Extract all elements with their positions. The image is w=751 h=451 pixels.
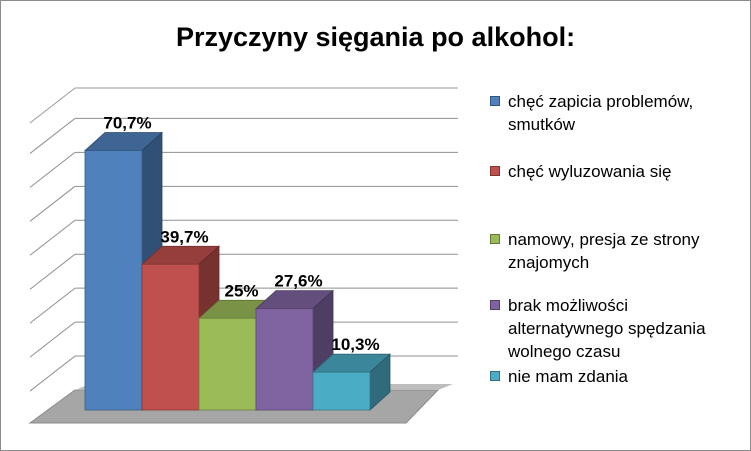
chart-data-labels: 70,7% 39,7% 25% 27,6% 10,3% xyxy=(103,114,379,355)
legend-swatch-1 xyxy=(490,96,500,106)
bar-3-front xyxy=(198,317,257,411)
gridline-side-30 xyxy=(29,287,76,324)
chart-walls xyxy=(29,87,458,124)
chart-bars xyxy=(83,131,392,411)
gridline-side-20 xyxy=(29,321,76,358)
data-label-2: 39,7% xyxy=(160,227,208,246)
data-label-4: 27,6% xyxy=(274,272,322,291)
bar-5 xyxy=(311,353,392,411)
gridline-side-10 xyxy=(29,355,76,392)
bar-4-front xyxy=(255,308,314,411)
gridline-side-60 xyxy=(29,185,76,222)
gridline-side-70 xyxy=(29,151,76,188)
legend-label-3: namowy, presja ze strony znajomych xyxy=(508,230,700,272)
legend-label-1: chęć zapicia problemów, smutków xyxy=(508,92,694,134)
bar-5-front xyxy=(312,371,371,411)
gridline-side-40 xyxy=(29,253,76,290)
data-label-3: 25% xyxy=(224,281,258,300)
bar-2-front xyxy=(141,263,200,411)
gridline-side-50 xyxy=(29,219,76,256)
legend-label-4: brak możliwości alternatywnego spędzania… xyxy=(508,296,706,361)
legend-swatch-4 xyxy=(490,300,500,310)
legend-swatch-5 xyxy=(490,371,500,381)
data-label-5: 10,3% xyxy=(331,335,379,354)
data-label-1: 70,7% xyxy=(103,114,151,133)
legend-label-2: chęć wyluzowania się xyxy=(508,162,672,181)
bar-1-front xyxy=(84,150,143,411)
legend-swatch-2 xyxy=(490,166,500,176)
legend-swatch-3 xyxy=(490,234,500,244)
bar-4 xyxy=(254,289,335,411)
side-wall-top xyxy=(29,87,76,124)
gridline-side-80 xyxy=(29,118,76,154)
legend-label-5: nie mam zdania xyxy=(508,367,629,386)
chart-title: Przyczyny sięgania po alkohol: xyxy=(175,22,576,52)
